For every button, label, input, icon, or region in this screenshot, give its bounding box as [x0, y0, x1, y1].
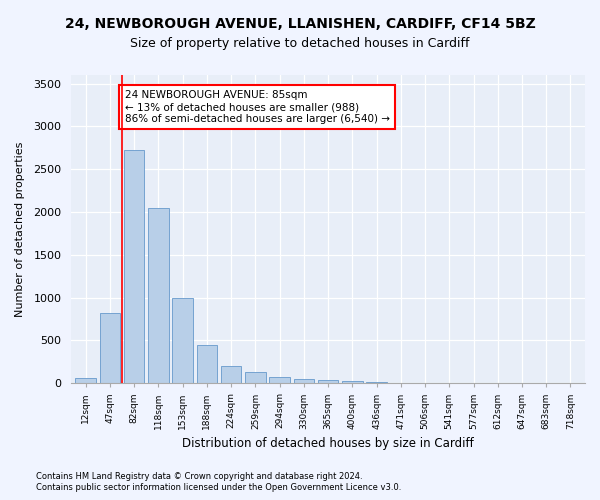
Bar [269, 378, 290, 384]
Text: Contains public sector information licensed under the Open Government Licence v3: Contains public sector information licen… [36, 484, 401, 492]
X-axis label: Distribution of detached houses by size in Cardiff: Distribution of detached houses by size … [182, 437, 474, 450]
Bar [221, 366, 241, 384]
Bar [100, 313, 120, 384]
Bar [172, 298, 193, 384]
Bar [197, 344, 217, 384]
Bar [318, 380, 338, 384]
Text: 24 NEWBOROUGH AVENUE: 85sqm
← 13% of detached houses are smaller (988)
86% of se: 24 NEWBOROUGH AVENUE: 85sqm ← 13% of det… [125, 90, 389, 124]
Bar [148, 208, 169, 384]
Text: Contains HM Land Registry data © Crown copyright and database right 2024.: Contains HM Land Registry data © Crown c… [36, 472, 362, 481]
Bar [245, 372, 266, 384]
Text: Size of property relative to detached houses in Cardiff: Size of property relative to detached ho… [130, 38, 470, 51]
Bar [391, 382, 411, 384]
Y-axis label: Number of detached properties: Number of detached properties [15, 142, 25, 317]
Bar [342, 381, 362, 384]
Bar [293, 378, 314, 384]
Text: 24, NEWBOROUGH AVENUE, LLANISHEN, CARDIFF, CF14 5BZ: 24, NEWBOROUGH AVENUE, LLANISHEN, CARDIF… [65, 18, 535, 32]
Bar [366, 382, 387, 384]
Bar [124, 150, 145, 384]
Bar [76, 378, 96, 384]
